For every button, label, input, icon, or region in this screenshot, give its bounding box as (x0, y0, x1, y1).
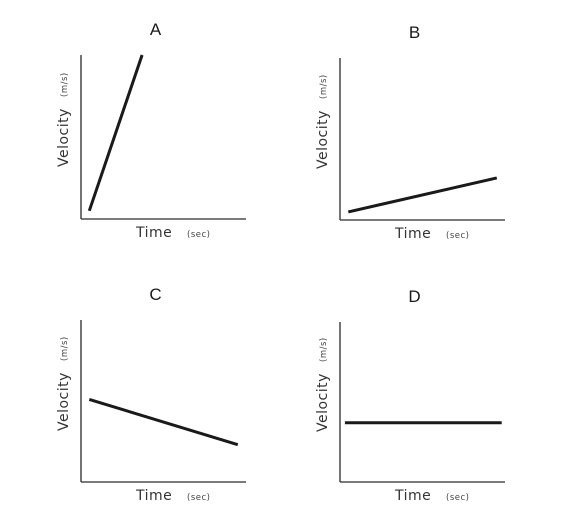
panel-b-x-axis-label: Time (394, 226, 431, 242)
panel-d: D Time (sec) Velocity (m/s) (315, 287, 505, 504)
panel-c: C Time (sec) Velocity (m/s) (56, 285, 246, 504)
panel-d-x-axis-unit: (sec) (446, 493, 469, 503)
panel-c-series-line (88, 397, 239, 447)
panel-d-title: D (408, 287, 420, 306)
panel-a-title: A (150, 20, 162, 39)
panel-c-y-axis-label: Velocity (56, 372, 72, 431)
panel-a: A Time (sec) Velocity (m/s) (56, 20, 246, 241)
panel-d-y-axis-label: Velocity (315, 373, 331, 432)
panel-c-x-axis-label: Time (135, 488, 172, 504)
panel-b-y-axis-unit: (m/s) (319, 74, 329, 99)
panel-c-y-axis-unit: (m/s) (60, 336, 70, 361)
panel-b-y-axis-title: Velocity (m/s) (315, 74, 331, 169)
panel-a-y-axis-unit: (m/s) (60, 72, 70, 97)
panel-d-x-axis-label: Time (394, 488, 431, 504)
panel-b-x-axis-unit: (sec) (446, 231, 469, 241)
panel-a-x-axis-unit: (sec) (187, 230, 210, 240)
panel-b: B Time (sec) Velocity (m/s) (315, 23, 505, 242)
panel-a-x-axis-label: Time (135, 225, 172, 241)
panel-d-y-axis-unit: (m/s) (319, 337, 329, 362)
panel-c-x-axis-unit: (sec) (187, 493, 210, 503)
panel-a-y-axis-label: Velocity (56, 108, 72, 167)
panel-a-y-axis-title: Velocity (m/s) (56, 72, 72, 167)
panel-b-series-line (347, 176, 498, 214)
panel-b-y-axis-label: Velocity (315, 110, 331, 169)
panel-c-y-axis-title: Velocity (m/s) (56, 336, 72, 431)
panel-a-series-line (87, 54, 144, 212)
panel-c-title: C (149, 285, 161, 304)
panel-b-title: B (409, 23, 420, 42)
panel-d-y-axis-title: Velocity (m/s) (315, 337, 331, 432)
